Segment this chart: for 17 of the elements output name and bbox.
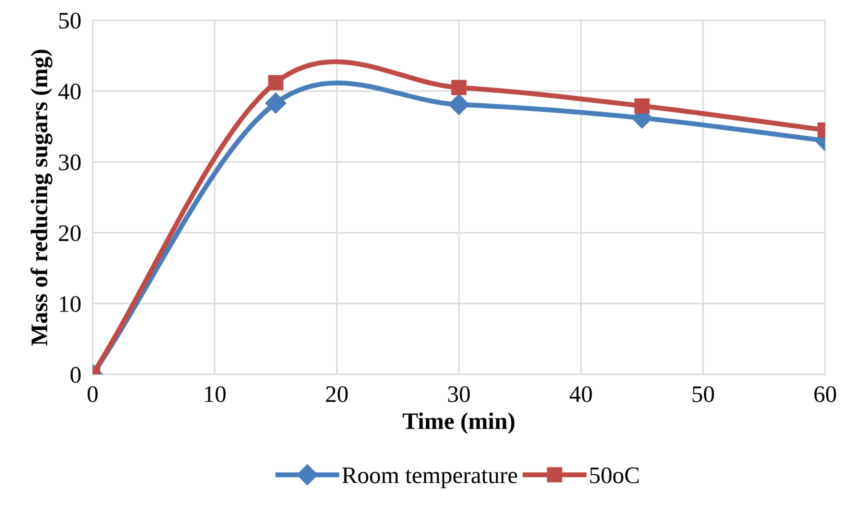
y-tick-label: 0 [70, 366, 81, 383]
x-tick-label: 20 [326, 386, 348, 402]
y-tick-label: 20 [58, 225, 81, 242]
y-tick-label: 10 [60, 296, 81, 312]
y-tick-label: 40 [58, 84, 81, 100]
y-tick-label: 50 [59, 12, 81, 29]
x-tick-label: 10 [204, 386, 226, 402]
y-tick-label: 30 [59, 154, 81, 170]
x-tick-label: 0 [88, 386, 98, 402]
legend-label: Room temperature [342, 468, 518, 488]
x-tick-label: 60 [814, 386, 836, 402]
y-axis-title: Mass of reducing sugars (mg) [30, 50, 52, 346]
x-axis-title: Time (min) [402, 412, 514, 434]
x-tick-label: 30 [448, 386, 470, 402]
x-tick-label: 40 [570, 386, 592, 402]
x-tick-label: 50 [692, 386, 714, 402]
legend-label: 50oC [590, 467, 639, 484]
